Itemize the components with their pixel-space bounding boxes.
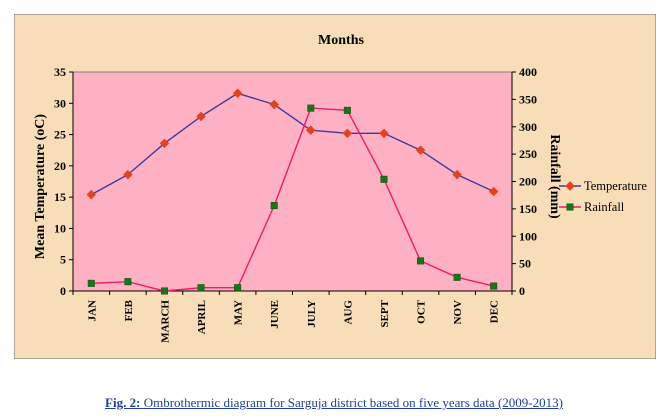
series-layer (86, 88, 499, 295)
y-right-tick-label: 400 (519, 65, 537, 79)
x-tick-label: DEC (489, 300, 501, 323)
point-temperature (305, 125, 316, 136)
y-left-tick-label: 0 (60, 284, 66, 298)
point-rainfall (343, 106, 351, 114)
y-left-tick-label: 15 (54, 190, 66, 204)
x-tick-label: MAY (233, 300, 245, 325)
y-right-tick-label: 100 (519, 229, 537, 243)
figure-caption-label: Fig. 2: (105, 395, 141, 410)
figure-caption-text: Ombrothermic diagram for Sarguja distric… (143, 395, 563, 410)
ombrothermic-chart: Months 0 5 10 15 20 25 30 35 0 50 100 150 200 250 300 3… (13, 13, 657, 360)
x-tick-label: JUNE (269, 300, 281, 329)
y-left-tick-label: 25 (54, 128, 66, 142)
legend-label-rainfall: Rainfall (584, 200, 625, 214)
plot-area (72, 71, 513, 292)
point-rainfall (417, 257, 425, 265)
x-tick-label: SEPT (379, 299, 391, 327)
y-left-tick-label: 5 (60, 253, 66, 267)
point-rainfall (160, 287, 168, 295)
x-tick-label: JAN (86, 300, 98, 321)
point-temperature (159, 138, 170, 149)
point-temperature (379, 128, 389, 139)
point-temperature (232, 88, 243, 99)
point-temperature (196, 111, 206, 122)
x-tick-label: NOV (452, 300, 464, 325)
x-tick-label: APRIL (196, 300, 208, 334)
y-left-tick-label: 30 (54, 96, 66, 110)
y-right-tick-label: 300 (519, 120, 537, 134)
legend-marker-rainfall (566, 203, 574, 211)
series-line-temperature (90, 92, 494, 196)
x-tick-label: MARCH (159, 300, 171, 343)
point-rainfall (490, 282, 498, 290)
y-left-tick-label: 10 (54, 221, 66, 235)
y-axis-left-label: Mean Temperature (oC) (33, 114, 48, 259)
legend: Temperature Rainfall (559, 179, 647, 214)
point-rainfall (380, 175, 388, 183)
point-temperature (269, 99, 280, 110)
point-temperature (342, 128, 353, 139)
figure-caption: Fig. 2: Ombrothermic diagram for Sarguja… (0, 395, 668, 411)
axes-layer: 05101520253035050100150200250300350400JA… (54, 65, 537, 343)
y-right-tick-label: 150 (519, 202, 537, 216)
y-right-tick-label: 200 (519, 175, 537, 189)
legend-marker-temperature (565, 181, 575, 191)
point-temperature (488, 186, 499, 197)
point-temperature (86, 189, 97, 200)
legend-label-temperature: Temperature (584, 179, 647, 193)
point-temperature (123, 169, 133, 180)
y-right-tick-label: 350 (519, 92, 537, 106)
series-line-rainfall (91, 107, 494, 292)
chart-svg: Months 051015202530350501001502002503003… (13, 13, 657, 360)
y-left-tick-label: 20 (54, 159, 66, 173)
point-rainfall (197, 284, 205, 292)
x-tick-label: FEB (123, 299, 135, 321)
x-tick-label: JULY (306, 300, 318, 328)
point-rainfall (453, 273, 461, 281)
y-left-tick-label: 35 (54, 65, 66, 79)
y-right-tick-label: 250 (519, 147, 537, 161)
chart-title: Months (318, 33, 364, 48)
point-rainfall (307, 104, 315, 112)
y-right-tick-label: 50 (519, 257, 531, 271)
point-temperature (415, 145, 426, 156)
point-rainfall (234, 284, 242, 292)
point-rainfall (124, 278, 132, 286)
y-axis-right-label: Rainfall (mm) (547, 134, 562, 219)
point-rainfall (87, 279, 95, 287)
x-tick-label: AUG (342, 300, 354, 325)
point-rainfall (270, 202, 278, 210)
x-tick-label: OCT (416, 299, 428, 324)
y-right-tick-label: 0 (519, 284, 525, 298)
point-temperature (452, 169, 462, 180)
